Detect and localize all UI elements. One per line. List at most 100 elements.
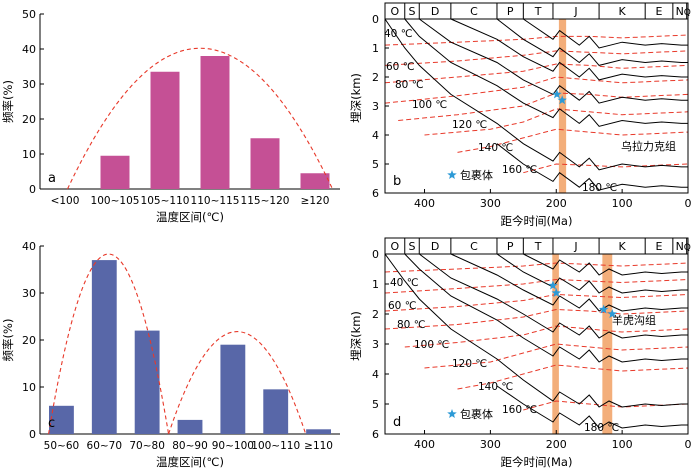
burial-curve: [404, 18, 688, 127]
y-tick-label: 6: [372, 428, 379, 441]
isotherm-label: 40 ℃: [390, 277, 419, 289]
y-tick-label: 10: [22, 381, 36, 394]
category-label: 110~115: [191, 195, 240, 207]
category-label: 100~110: [251, 440, 300, 452]
isotherm-line: [457, 128, 689, 153]
y-tick-label: 40: [22, 240, 36, 253]
burial-curve: [496, 18, 688, 66]
y-axis-title: 埋深(km): [349, 311, 363, 361]
isotherm-line: [404, 325, 689, 348]
plot-frame: [384, 237, 689, 435]
x-axis-title: 距今时间(Ma): [501, 455, 573, 468]
x-axis-title: 温度区间(℃): [156, 210, 224, 224]
y-axis-title: 埋深(km): [349, 73, 363, 123]
category-label: 70~80: [129, 440, 165, 452]
isotherm-line: [384, 63, 689, 84]
period-label-J: J: [573, 240, 577, 253]
category-label: 115~120: [241, 195, 290, 207]
category-label: 90~100: [212, 440, 254, 452]
isotherm-label: 40 ℃: [384, 28, 413, 40]
x-tick-label: 100: [612, 438, 633, 451]
x-tick-label: 200: [546, 197, 567, 210]
category-label: <100: [51, 195, 80, 207]
burial-chart-d: O S D C P T J K E N Q 0 1 2 3 4 5 6 400 300 200 100 0 40 ℃ 60 ℃ 8…: [349, 237, 692, 468]
legend-label: 包裹体: [460, 168, 493, 182]
panel-label: d: [393, 415, 401, 430]
burial-curve: [418, 253, 688, 339]
bar: [250, 138, 280, 189]
category-label: ≥110: [304, 440, 333, 452]
isotherm-line: [384, 278, 689, 294]
y-tick-label: 2: [372, 308, 379, 321]
y-tick-label: 10: [22, 148, 36, 161]
isotherm-line: [424, 343, 689, 369]
bar: [91, 260, 117, 434]
bar: [150, 71, 180, 189]
bar: [200, 56, 230, 189]
x-tick-label: 200: [546, 438, 567, 451]
period-label-S: S: [409, 240, 416, 253]
period-label-Q: Q: [684, 8, 691, 18]
bar: [177, 419, 203, 434]
period-label-N: N: [676, 240, 684, 253]
isotherm-line: [384, 50, 689, 66]
inclusion-star: [551, 288, 561, 297]
isotherm-label: 160 ℃: [502, 164, 537, 176]
isotherm-label: 180 ℃: [584, 422, 619, 434]
category-label: 100~105: [91, 195, 140, 207]
burial-curve: [496, 143, 688, 191]
inclusion-star: [552, 89, 562, 99]
isotherm-line: [384, 308, 689, 330]
y-tick-label: 0: [29, 428, 36, 441]
bar-chart-a: 0 10 20 30 40 50 <100 100~105 105~110 110~115 115~…: [1, 8, 340, 224]
formation-label: 乌拉力克组: [621, 139, 676, 153]
isotherm-label: 80 ℃: [397, 319, 426, 331]
y-tick-label: 4: [372, 368, 379, 381]
period-label-D: D: [431, 5, 439, 18]
y-tick-label: 20: [22, 113, 36, 126]
period-label-P: P: [507, 240, 514, 253]
event-band: [552, 254, 559, 434]
x-tick-label: 300: [480, 438, 501, 451]
period-label-N: N: [676, 5, 684, 18]
y-tick-label: 0: [372, 248, 379, 261]
isotherm-label: 140 ℃: [478, 381, 513, 393]
period-label-C: C: [470, 5, 478, 18]
event-band: [558, 19, 567, 193]
y-tick-label: 1: [372, 278, 379, 291]
inclusion-star: [598, 304, 609, 314]
period-label-Q: Q: [684, 243, 691, 253]
y-tick-label: 0: [29, 183, 36, 196]
isotherm-label: 60 ℃: [386, 61, 415, 73]
period-label-S: S: [409, 5, 416, 18]
isotherm-line: [457, 364, 689, 390]
formation-label: 羊虎沟组: [612, 313, 656, 327]
period-label-E: E: [656, 240, 663, 253]
period-label-J: J: [573, 5, 577, 18]
isotherm-label: 120 ℃: [452, 358, 487, 370]
bar: [220, 344, 246, 434]
legend-star: [447, 409, 457, 418]
inclusion-star: [548, 280, 558, 290]
bar: [134, 330, 160, 434]
bar: [306, 429, 331, 434]
category-label: 80~90: [172, 440, 208, 452]
period-label-P: P: [507, 5, 514, 18]
y-tick-label: 2: [372, 71, 379, 84]
isotherm-line: [384, 262, 689, 273]
x-tick-label: 300: [480, 197, 501, 210]
burial-curve: [419, 18, 688, 104]
period-label-K: K: [619, 240, 627, 253]
envelope-curve: [168, 331, 307, 435]
period-label-D: D: [431, 240, 439, 253]
bar-chart-c: 0 10 20 30 40 50~60 60~70 70~80 80~90 90~100100~1…: [1, 240, 340, 468]
y-tick-label: 4: [372, 129, 379, 142]
period-label-O: O: [391, 240, 400, 253]
panel-label: a: [48, 171, 56, 186]
burial-curve: [523, 253, 688, 276]
x-axis-title: 温度区间(℃): [156, 455, 224, 468]
y-tick-label: 3: [372, 100, 379, 113]
burial-curve: [450, 253, 688, 312]
y-tick-label: 30: [22, 78, 36, 91]
y-tick-label: 0: [372, 13, 379, 26]
